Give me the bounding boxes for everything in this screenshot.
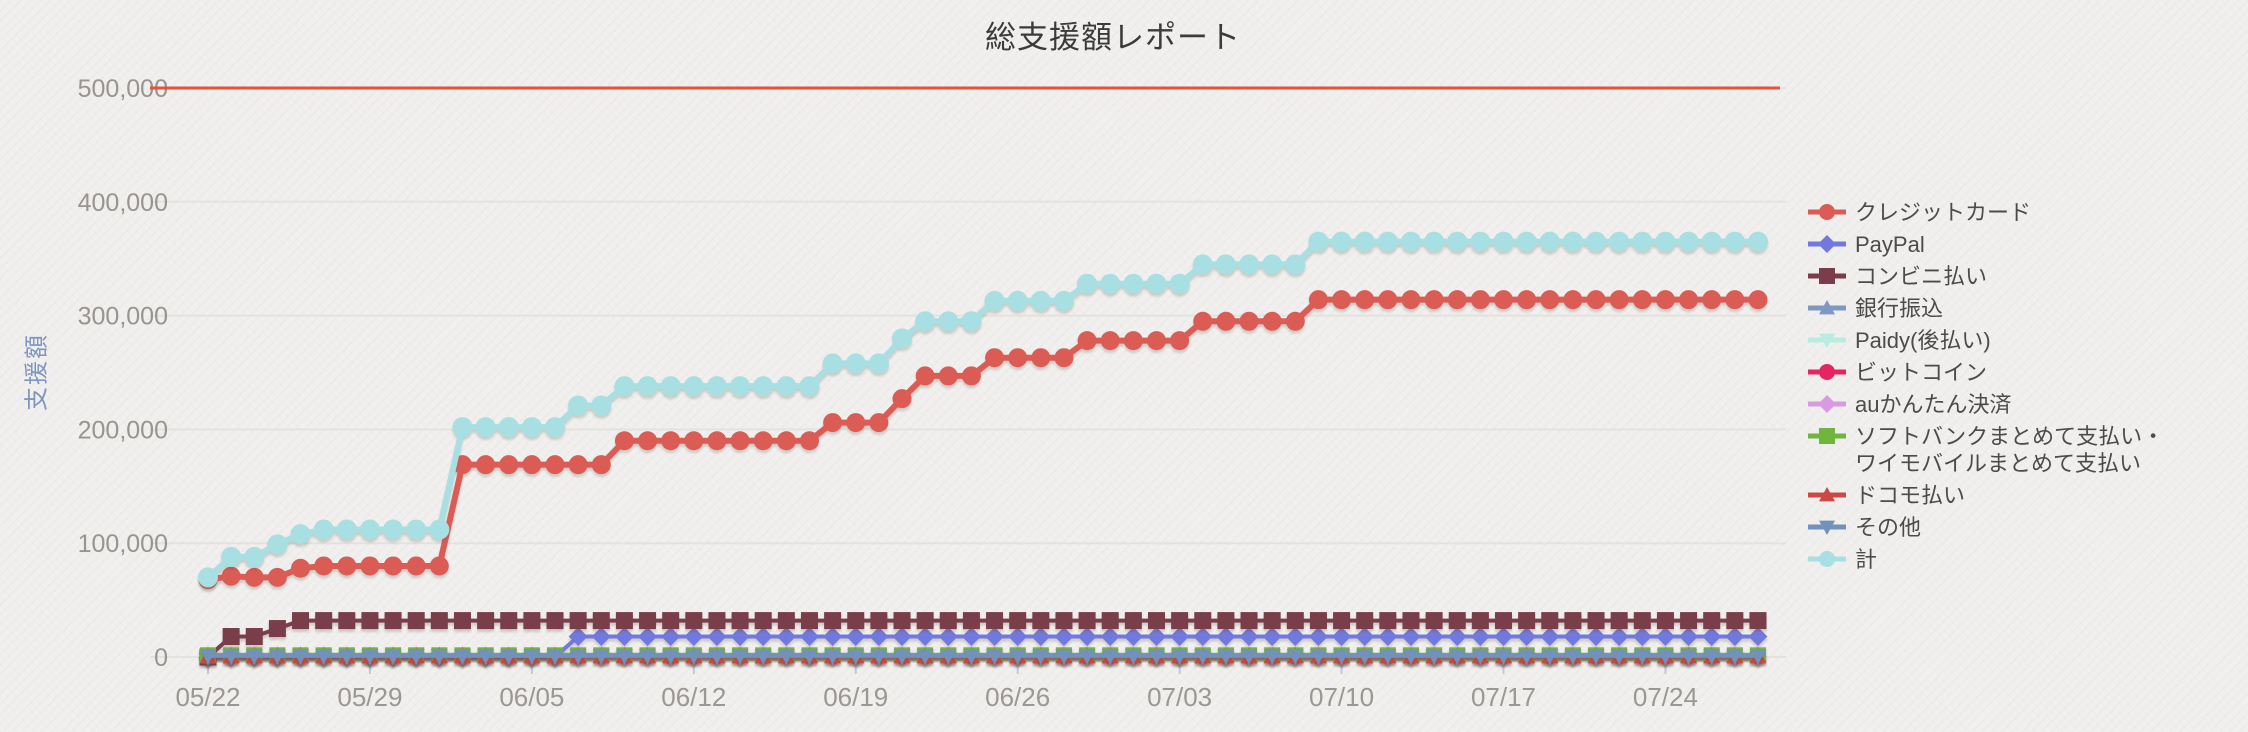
chart-title: 総支援額レポート — [985, 20, 1241, 55]
legend-triangle-down-marker-icon — [1808, 520, 1846, 535]
legend-item-convenience-store[interactable]: コンビニ払い — [1806, 263, 2171, 290]
x-tick-label: 06/26 — [985, 682, 1050, 712]
series-other[interactable] — [199, 649, 1767, 665]
legend-label: 計 — [1855, 547, 1878, 572]
legend-circle-marker-icon — [1808, 204, 1846, 220]
legend-item-total[interactable]: 計 — [1806, 546, 2171, 573]
y-tick-label: 0 — [154, 644, 168, 672]
series-convenience-store[interactable] — [199, 612, 1767, 666]
legend-item-paidy[interactable]: Paidy(後払い) — [1806, 327, 2171, 354]
series-total[interactable] — [198, 231, 1768, 588]
legend-label: ドコモ払い — [1855, 483, 1966, 508]
y-tick-label: 400,000 — [78, 189, 168, 217]
x-tick-label: 06/05 — [499, 682, 564, 712]
series-credit-card[interactable] — [198, 290, 1768, 590]
legend-item-paypal[interactable]: PayPal — [1806, 231, 2171, 258]
legend-item-docomo[interactable]: ドコモ払い — [1806, 482, 2171, 509]
y-tick-label: 200,000 — [78, 416, 168, 444]
legend-diamond-marker-icon — [1808, 235, 1846, 253]
chart-legend: クレジットカード PayPal コンビニ払い 銀行振込 Paidy(後払い) ビットコイン… — [1806, 199, 2171, 578]
legend-label: コンビニ払い — [1855, 264, 1988, 289]
legend-square-marker-icon — [1808, 428, 1846, 444]
legend-item-softbank-ymobile[interactable]: ソフトバンクまとめて支払い・ワイモバイルまとめて支払い — [1806, 423, 2171, 477]
legend-item-bank-transfer[interactable]: 銀行振込 — [1806, 295, 2171, 322]
x-tick-label: 07/10 — [1309, 682, 1374, 712]
legend-label: 銀行振込 — [1855, 296, 1944, 321]
legend-circle-marker-icon — [1808, 364, 1846, 380]
legend-circle-marker-icon — [1808, 551, 1846, 567]
legend-square-marker-icon — [1808, 268, 1846, 284]
legend-label: クレジットカード — [1855, 200, 2032, 225]
legend-triangle-down-marker-icon — [1808, 333, 1846, 348]
legend-diamond-marker-icon — [1808, 395, 1846, 413]
legend-item-other[interactable]: その他 — [1806, 514, 2171, 541]
legend-item-bitcoin[interactable]: ビットコイン — [1806, 359, 2171, 386]
y-tick-label: 100,000 — [78, 530, 168, 558]
legend-label: PayPal — [1855, 232, 1925, 257]
legend-label: ソフトバンクまとめて支払い・ワイモバイルまとめて支払い — [1855, 424, 2165, 476]
legend-label: auかんたん決済 — [1855, 392, 2012, 417]
legend-label: その他 — [1855, 515, 1922, 540]
x-tick-label: 06/12 — [661, 682, 726, 712]
x-tick-label: 07/24 — [1633, 682, 1698, 712]
y-tick-label: 300,000 — [78, 303, 168, 331]
legend-item-au-kantan[interactable]: auかんたん決済 — [1806, 391, 2171, 418]
legend-triangle-up-marker-icon — [1808, 300, 1846, 315]
legend-label: ビットコイン — [1855, 360, 1988, 385]
x-tick-label: 05/22 — [175, 682, 240, 712]
legend-label: Paidy(後払い) — [1855, 328, 1991, 353]
x-tick-label: 05/29 — [337, 682, 402, 712]
x-tick-label: 07/03 — [1147, 682, 1212, 712]
x-tick-label: 07/17 — [1471, 682, 1536, 712]
legend-triangle-up-marker-icon — [1808, 487, 1846, 502]
x-tick-label: 06/19 — [823, 682, 888, 712]
legend-item-credit-card[interactable]: クレジットカード — [1806, 199, 2171, 226]
